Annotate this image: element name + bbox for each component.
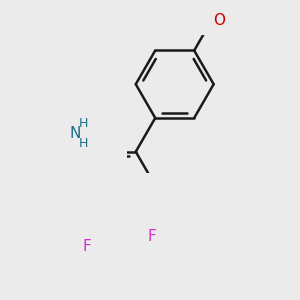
Text: F: F xyxy=(83,239,92,254)
Text: F: F xyxy=(148,229,156,244)
Text: N: N xyxy=(70,126,81,141)
Text: H: H xyxy=(78,136,88,150)
Text: H: H xyxy=(78,117,88,130)
Text: O: O xyxy=(214,13,226,28)
